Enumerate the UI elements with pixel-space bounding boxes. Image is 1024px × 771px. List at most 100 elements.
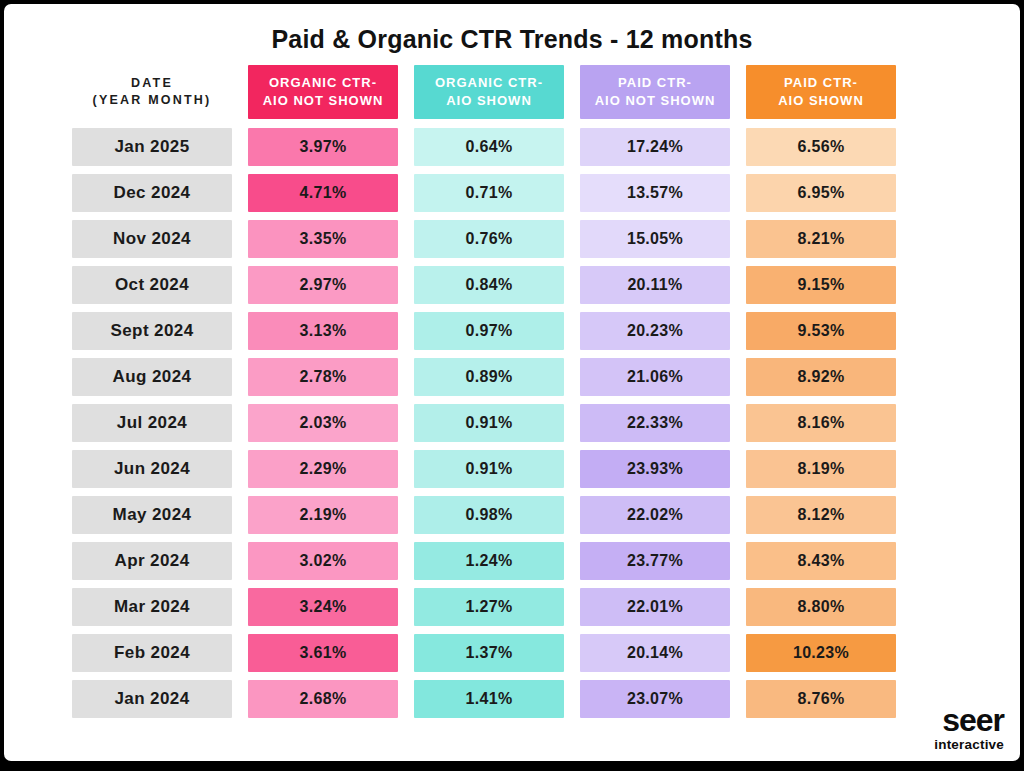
value-cell: 1.27% (414, 588, 564, 626)
value-cell: 2.29% (248, 450, 398, 488)
value-cell: 9.15% (746, 266, 896, 304)
value-cell: 8.76% (746, 680, 896, 718)
value-cell: 3.24% (248, 588, 398, 626)
value-cell: 22.33% (580, 404, 730, 442)
date-cell: Feb 2024 (72, 634, 232, 672)
date-column-header-line2: (YEAR MONTH) (93, 92, 212, 109)
value-cell: 22.01% (580, 588, 730, 626)
date-cell: Jan 2025 (72, 128, 232, 166)
seer-logo-subtext: interactive (934, 738, 1004, 752)
value-cell: 0.97% (414, 312, 564, 350)
value-cell: 8.12% (746, 496, 896, 534)
value-cell: 8.16% (746, 404, 896, 442)
value-cell: 1.24% (414, 542, 564, 580)
value-cell: 8.43% (746, 542, 896, 580)
table-row: Jan 20242.68%1.41%23.07%8.76% (72, 680, 1020, 718)
value-cell: 23.07% (580, 680, 730, 718)
value-cell: 0.76% (414, 220, 564, 258)
column-header-line: AIO SHOWN (446, 92, 532, 110)
date-cell: Sept 2024 (72, 312, 232, 350)
value-cell: 8.80% (746, 588, 896, 626)
seer-interactive-logo: seer interactive (934, 704, 1004, 752)
value-cell: 6.95% (746, 174, 896, 212)
value-cell: 2.19% (248, 496, 398, 534)
value-cell: 2.97% (248, 266, 398, 304)
date-cell: Dec 2024 (72, 174, 232, 212)
value-cell: 20.23% (580, 312, 730, 350)
table-row: Sept 2024 3.13% 0.97% 20.23% 9.53% (72, 312, 1020, 350)
date-cell: Nov 2024 (72, 220, 232, 258)
date-cell: May 2024 (72, 496, 232, 534)
table-header-row: DATE (YEAR MONTH) ORGANIC CTR-AIO NOT SH… (72, 65, 1020, 119)
date-cell: Jun 2024 (72, 450, 232, 488)
value-cell: 0.91% (414, 404, 564, 442)
column-header-3: PAID CTR-AIO NOT SHOWN (580, 65, 730, 119)
value-cell: 13.57% (580, 174, 730, 212)
table-row: Feb 2024 3.61% 1.37% 20.14% 10.23% (72, 634, 1020, 672)
value-cell: 21.06% (580, 358, 730, 396)
table-row: Jun 2024 2.29% 0.91% 23.93% 8.19% (72, 450, 1020, 488)
value-cell: 4.71% (248, 174, 398, 212)
value-cell: 20.11% (580, 266, 730, 304)
date-column-header-line1: DATE (131, 75, 173, 92)
value-cell: 15.05% (580, 220, 730, 258)
column-header-2: ORGANIC CTR-AIO SHOWN (414, 65, 564, 119)
table-body: Jan 2025 3.97% 0.64% 17.24% 6.56% Dec 2024 4.7… (72, 128, 1020, 718)
value-cell: 3.35% (248, 220, 398, 258)
value-cell: 0.89% (414, 358, 564, 396)
column-header-line: ORGANIC CTR- (435, 74, 543, 92)
date-cell: Jul 2024 (72, 404, 232, 442)
value-cell: 17.24% (580, 128, 730, 166)
value-cell: 0.98% (414, 496, 564, 534)
table-row: Jan 2025 3.97% 0.64% 17.24% 6.56% (72, 128, 1020, 166)
value-cell: 3.97% (248, 128, 398, 166)
table-row: May 2024 2.19% 0.98% 22.02% 8.12% (72, 496, 1020, 534)
column-header-line: PAID CTR- (784, 74, 858, 92)
value-cell: 10.23% (746, 634, 896, 672)
column-header-line: PAID CTR- (618, 74, 692, 92)
value-cell: 2.03% (248, 404, 398, 442)
value-cell: 0.91% (414, 450, 564, 488)
table-row: Aug 2024 2.78% 0.89% 21.06% 8.92% (72, 358, 1020, 396)
column-header-line: AIO SHOWN (778, 92, 864, 110)
ctr-table: DATE (YEAR MONTH) ORGANIC CTR-AIO NOT SH… (72, 65, 1020, 718)
table-row: Apr 2024 3.02% 1.24% 23.77% 8.43% (72, 542, 1020, 580)
value-cell: 20.14% (580, 634, 730, 672)
value-cell: 8.92% (746, 358, 896, 396)
value-cell: 3.13% (248, 312, 398, 350)
value-cell: 2.78% (248, 358, 398, 396)
table-row: Jul 2024 2.03% 0.91% 22.33% 8.16% (72, 404, 1020, 442)
table-row: Dec 2024 4.71% 0.71% 13.57% 6.95% (72, 174, 1020, 212)
value-cell: 22.02% (580, 496, 730, 534)
column-header-line: AIO NOT SHOWN (595, 92, 716, 110)
column-header-line: ORGANIC CTR- (269, 74, 377, 92)
value-cell: 1.37% (414, 634, 564, 672)
value-cell: 0.71% (414, 174, 564, 212)
date-cell: Jan 2024 (72, 680, 232, 718)
chart-title: Paid & Organic CTR Trends - 12 months (4, 25, 1020, 54)
table-row: Oct 2024 2.97% 0.84% 20.11% 9.15% (72, 266, 1020, 304)
value-cell: 1.41% (414, 680, 564, 718)
infographic-card: Paid & Organic CTR Trends - 12 months DA… (4, 4, 1020, 761)
value-cell: 23.93% (580, 450, 730, 488)
value-cell: 23.77% (580, 542, 730, 580)
value-cell: 6.56% (746, 128, 896, 166)
date-column-header: DATE (YEAR MONTH) (72, 65, 232, 119)
column-header-line: AIO NOT SHOWN (263, 92, 384, 110)
value-cell: 3.61% (248, 634, 398, 672)
column-header-1: ORGANIC CTR-AIO NOT SHOWN (248, 65, 398, 119)
value-cell: 9.53% (746, 312, 896, 350)
column-header-4: PAID CTR-AIO SHOWN (746, 65, 896, 119)
value-cell: 0.84% (414, 266, 564, 304)
value-cell: 0.64% (414, 128, 564, 166)
value-cell: 3.02% (248, 542, 398, 580)
seer-logo-wordmark: seer (934, 704, 1004, 736)
date-cell: Aug 2024 (72, 358, 232, 396)
table-row: Mar 2024 3.24% 1.27% 22.01% 8.80% (72, 588, 1020, 626)
date-cell: Mar 2024 (72, 588, 232, 626)
value-cell: 8.19% (746, 450, 896, 488)
date-cell: Apr 2024 (72, 542, 232, 580)
date-cell: Oct 2024 (72, 266, 232, 304)
table-row: Nov 2024 3.35% 0.76% 15.05% 8.21% (72, 220, 1020, 258)
value-cell: 8.21% (746, 220, 896, 258)
